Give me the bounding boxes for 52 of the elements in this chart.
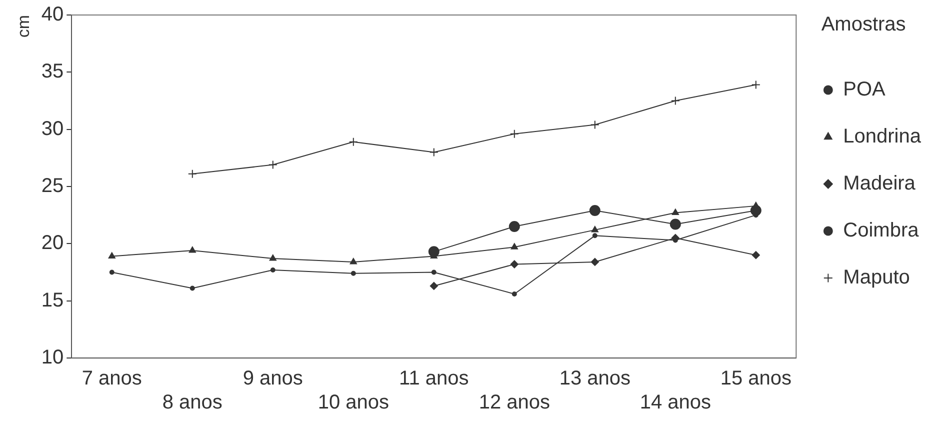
x-tick-label: 11 anos [399,368,469,390]
point [188,169,197,178]
point [510,260,518,268]
point [109,270,114,275]
point [190,286,195,291]
x-tick-label: 14 anos [640,392,711,414]
legend-label: Madeira [843,172,916,195]
point [508,221,520,232]
point [751,80,760,90]
x-tick-label: 9 anos [242,368,303,390]
y-tick-label: 10 [41,346,64,369]
x-tick-label: 7 anos [82,368,142,390]
point [591,226,598,232]
point [670,218,681,230]
point [270,267,276,272]
y-tick-label: 30 [41,118,64,140]
point [752,251,760,260]
legend-label: Londrina [843,126,922,148]
point [670,96,680,106]
legend-title: Amostras [821,14,906,36]
point [108,252,116,258]
x-tick-label: 8 anos [162,392,222,414]
y-tick-label: 35 [41,60,64,83]
x-tick-label: 15 anos [720,368,792,390]
point [269,254,276,261]
point [350,258,357,264]
point [348,137,358,146]
x-tick-label: 10 anos [318,392,389,414]
point [430,282,438,290]
point [589,205,600,216]
point [590,258,599,266]
point [350,270,356,276]
point [429,148,438,157]
legend-label: Maputo [843,266,910,289]
legend-label: Coimbra [843,220,920,242]
y-axis-title: cm [14,15,33,38]
point [510,243,518,250]
point [510,129,519,138]
point [431,270,436,275]
point [592,233,598,238]
point [268,160,278,170]
point [188,246,196,253]
point [512,291,517,296]
x-tick-label: 13 anos [559,368,630,390]
point [672,208,679,216]
y-tick-label: 20 [41,232,64,254]
x-tick-label: 12 anos [478,392,550,414]
y-tick-label: 40 [41,4,64,26]
point [590,120,600,130]
y-tick-label: 25 [41,175,64,198]
legend-label: POA [843,78,886,101]
y-tick-label: 15 [41,289,64,312]
